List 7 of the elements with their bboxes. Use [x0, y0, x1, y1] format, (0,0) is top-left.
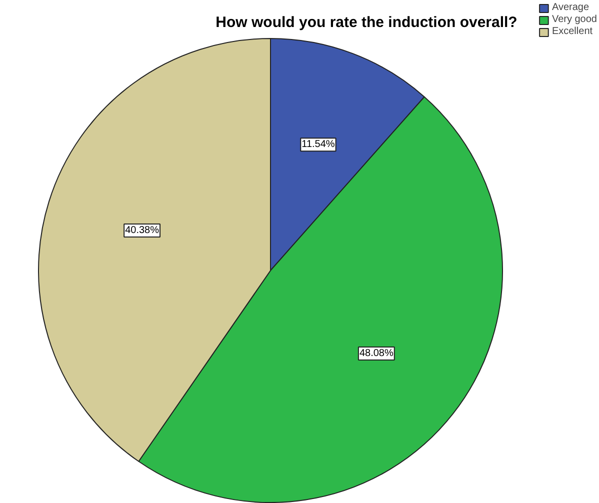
data-label: 40.38% — [125, 224, 160, 236]
legend-label: Excellent — [552, 26, 593, 37]
data-label: 11.54% — [302, 139, 335, 150]
text: How would you rate the induction overall? — [216, 14, 518, 31]
legend-label: Very good — [552, 14, 597, 25]
data-label: 48.08% — [359, 348, 394, 360]
legend-label: Average — [552, 2, 590, 13]
